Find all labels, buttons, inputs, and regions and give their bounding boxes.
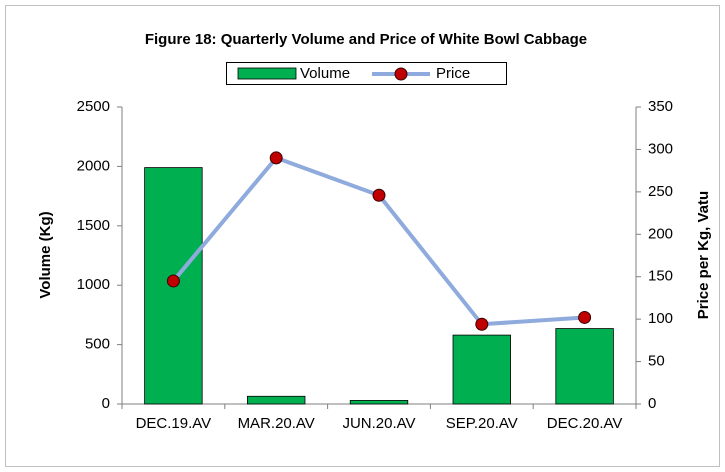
- x-tick-label: DEC.19.AV: [136, 415, 212, 432]
- x-tick-label: DEC.20.AV: [547, 415, 623, 432]
- y2-tick-label: 250: [648, 183, 673, 200]
- price-marker: [475, 317, 489, 331]
- y-tick-label: 500: [85, 336, 110, 353]
- y-tick-label: 2500: [77, 98, 110, 115]
- price-marker: [269, 151, 283, 165]
- price-marker: [372, 188, 386, 202]
- chart-title: Figure 18: Quarterly Volume and Price of…: [145, 31, 587, 48]
- legend-label: Volume: [300, 65, 350, 82]
- x-tick-label: SEP.20.AV: [446, 415, 518, 432]
- y2-axis-label: Price per Kg, Vatu: [695, 191, 712, 319]
- price-marker: [578, 310, 592, 324]
- y2-tick-label: 100: [648, 310, 673, 327]
- y2-tick-label: 50: [648, 353, 665, 370]
- y2-tick-label: 350: [648, 98, 673, 115]
- legend-label: Price: [436, 65, 470, 82]
- y2-tick-label: 300: [648, 140, 673, 157]
- y2-tick-label: 0: [648, 395, 656, 412]
- y2-tick-label: 150: [648, 268, 673, 285]
- legend-swatch: [237, 67, 297, 80]
- y-tick-label: 0: [102, 395, 110, 412]
- y-tick-label: 1000: [77, 276, 110, 293]
- y2-tick-label: 200: [648, 225, 673, 242]
- price-marker: [166, 274, 180, 288]
- legend-marker: [394, 67, 408, 81]
- legend-box: [226, 62, 507, 85]
- x-tick-label: MAR.20.AV: [238, 415, 315, 432]
- y-tick-label: 2000: [77, 157, 110, 174]
- bar: [349, 400, 409, 405]
- y-tick-label: 1500: [77, 217, 110, 234]
- bar: [247, 395, 306, 405]
- bar: [452, 334, 511, 405]
- x-tick-label: JUN.20.AV: [342, 415, 415, 432]
- y-axis-label: Volume (Kg): [37, 211, 54, 298]
- bar: [555, 328, 614, 405]
